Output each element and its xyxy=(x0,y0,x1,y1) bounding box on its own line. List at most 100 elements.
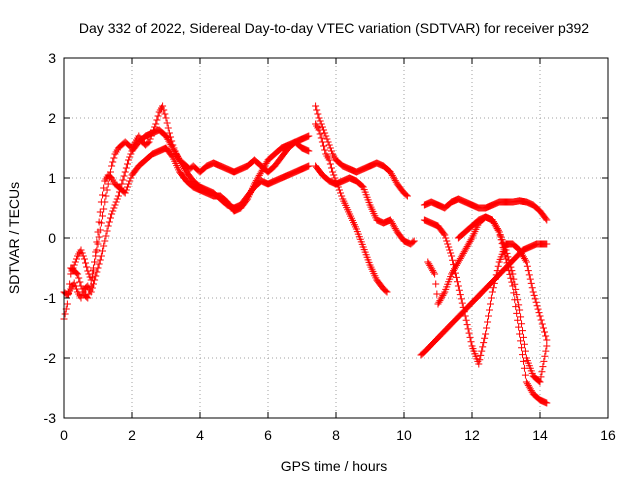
y-tick-label: 2 xyxy=(48,110,56,126)
data-point xyxy=(448,252,456,260)
data-point xyxy=(487,294,495,302)
data-point xyxy=(443,237,451,245)
y-tick-label: -3 xyxy=(44,410,57,426)
data-point xyxy=(486,300,494,308)
data-point xyxy=(315,114,323,122)
data-point xyxy=(543,240,551,248)
data-point xyxy=(71,258,79,266)
data-points xyxy=(60,102,551,407)
data-point xyxy=(540,357,548,365)
data-point xyxy=(165,129,173,137)
data-point xyxy=(523,262,531,270)
data-point xyxy=(79,252,87,260)
data-point xyxy=(77,246,85,254)
data-point xyxy=(478,347,486,355)
series-track-d xyxy=(312,102,411,200)
data-point xyxy=(126,177,134,185)
data-point xyxy=(543,336,551,344)
data-point xyxy=(518,320,526,328)
data-point xyxy=(106,214,114,222)
series-track-j xyxy=(454,213,551,386)
data-point xyxy=(83,263,91,271)
x-tick-label: 14 xyxy=(532,427,548,443)
data-point xyxy=(109,158,117,166)
data-point xyxy=(482,330,490,338)
data-point xyxy=(515,301,523,309)
data-point xyxy=(494,262,502,270)
x-tick-labels: 0 2 4 6 8 10 12 14 16 xyxy=(60,427,616,443)
data-point xyxy=(514,296,522,304)
data-point xyxy=(315,126,323,134)
series-track-a xyxy=(60,102,313,323)
data-point xyxy=(92,248,100,256)
x-tick-label: 6 xyxy=(264,427,272,443)
data-point xyxy=(97,252,105,260)
series-track-f xyxy=(312,162,418,248)
data-point xyxy=(316,130,324,138)
data-point xyxy=(453,278,461,286)
y-tick-label: -1 xyxy=(44,290,57,306)
data-point xyxy=(102,192,110,200)
x-tick-label: 10 xyxy=(396,427,412,443)
data-point xyxy=(513,291,521,299)
data-point xyxy=(507,274,515,282)
data-point xyxy=(110,154,118,162)
x-tick-label: 2 xyxy=(128,427,136,443)
x-tick-label: 0 xyxy=(60,427,68,443)
y-tick-label: 1 xyxy=(48,170,56,186)
x-tick-label: 12 xyxy=(464,427,480,443)
data-point xyxy=(87,282,95,290)
y-tick-label: 3 xyxy=(48,50,56,66)
data-point xyxy=(483,324,491,332)
data-point xyxy=(162,114,170,122)
data-point xyxy=(305,132,313,140)
data-point xyxy=(522,258,530,266)
data-point xyxy=(119,176,127,184)
data-point xyxy=(159,102,167,110)
data-point xyxy=(160,106,168,114)
data-point xyxy=(145,138,153,146)
data-point xyxy=(382,287,390,295)
data-point xyxy=(109,207,117,215)
data-point xyxy=(502,246,510,254)
data-point xyxy=(447,249,455,257)
data-point xyxy=(519,351,527,359)
data-point xyxy=(153,116,161,124)
data-point xyxy=(94,228,102,236)
data-point xyxy=(541,352,549,360)
data-point xyxy=(63,300,71,308)
data-point xyxy=(325,156,333,164)
data-point xyxy=(110,204,118,212)
data-point xyxy=(512,285,520,293)
y-axis-label: SDTVAR / TECUs xyxy=(6,182,22,294)
data-point xyxy=(538,320,546,328)
data-point xyxy=(96,208,104,216)
data-point xyxy=(484,318,492,326)
data-point xyxy=(526,275,534,283)
data-point xyxy=(440,230,448,238)
data-point xyxy=(88,274,96,282)
data-point xyxy=(509,270,517,278)
data-point xyxy=(535,377,543,385)
data-point xyxy=(476,356,484,364)
data-point xyxy=(61,310,69,318)
data-point xyxy=(432,280,440,288)
data-point xyxy=(330,171,338,179)
data-point xyxy=(85,290,93,298)
data-point xyxy=(78,249,86,257)
y-tick-labels: -3 -2 -1 0 1 2 3 xyxy=(44,50,57,426)
data-point xyxy=(82,259,90,267)
data-point xyxy=(327,147,335,155)
data-point xyxy=(467,338,475,346)
data-point xyxy=(444,240,452,248)
data-point xyxy=(74,270,82,278)
data-point xyxy=(442,234,450,242)
data-point xyxy=(78,285,86,293)
data-point xyxy=(517,313,525,321)
data-point xyxy=(95,233,103,241)
data-point xyxy=(465,329,473,337)
data-point xyxy=(463,321,471,329)
data-point xyxy=(100,242,108,250)
data-point xyxy=(467,236,475,244)
